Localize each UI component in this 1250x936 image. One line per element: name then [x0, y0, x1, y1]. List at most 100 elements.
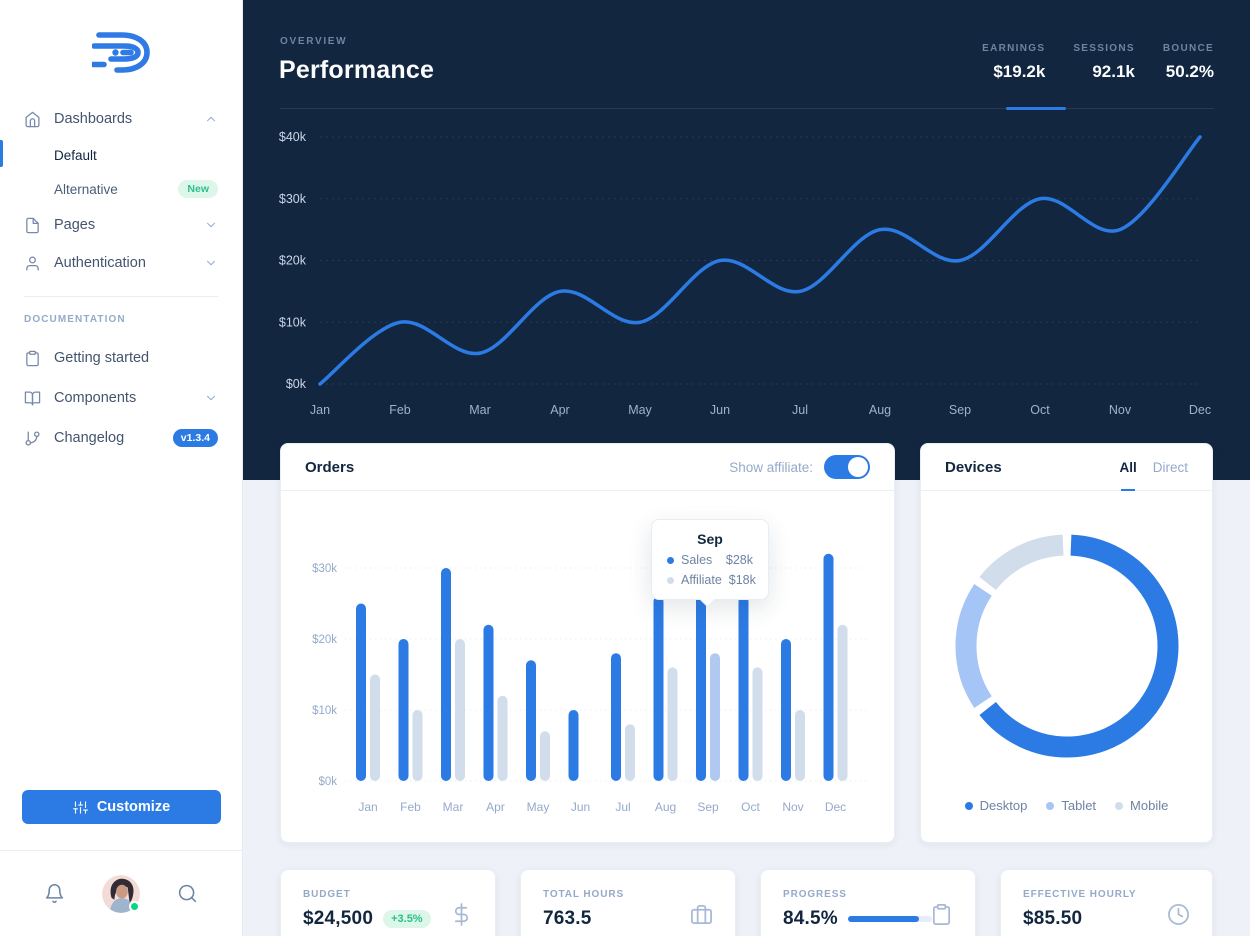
- sliders-icon: [72, 800, 88, 814]
- svg-text:Oct: Oct: [741, 800, 760, 814]
- chevron-down-icon: [206, 395, 216, 401]
- tab-direct[interactable]: Direct: [1152, 459, 1188, 475]
- affiliate-bar: [795, 710, 805, 781]
- legend-label: Mobile: [1130, 798, 1169, 813]
- stat-sessions[interactable]: SESSIONS 92.1k: [1073, 43, 1135, 82]
- svg-text:Sep: Sep: [697, 800, 719, 814]
- stat-bounce[interactable]: BOUNCE 50.2%: [1163, 43, 1214, 82]
- affiliate-toggle[interactable]: [824, 455, 870, 479]
- search-icon[interactable]: [177, 883, 198, 904]
- git-branch-icon: [25, 430, 40, 446]
- svg-text:Aug: Aug: [869, 403, 891, 417]
- effective-hourly-card: EFFECTIVE HOURLY $85.50: [1000, 869, 1213, 936]
- user-icon: [26, 255, 39, 271]
- svg-text:Feb: Feb: [400, 800, 421, 814]
- sidebar-divider: [24, 296, 218, 297]
- clock-icon: [1168, 904, 1189, 925]
- header-divider: [280, 108, 1214, 109]
- devices-title: Devices: [945, 458, 1002, 476]
- sales-dot-icon: [667, 556, 674, 564]
- legend-label: Desktop: [979, 798, 1028, 813]
- svg-text:Mar: Mar: [469, 403, 491, 417]
- stat-value: $19.2k: [993, 62, 1046, 81]
- tooltip-series-value: $18k: [728, 573, 756, 587]
- stat-earnings[interactable]: EARNINGS $19.2k: [982, 43, 1045, 82]
- app-logo-icon[interactable]: [92, 29, 150, 77]
- sidebar-item-label: Pages: [54, 217, 96, 233]
- budget-card: BUDGET $24,500 +3.5%: [280, 869, 496, 936]
- sidebar-item-components[interactable]: Components: [24, 378, 218, 418]
- tooltip-series-value: $28k: [725, 553, 753, 567]
- legend-label: Tablet: [1061, 798, 1097, 813]
- legend-item-mobile: Mobile: [1115, 798, 1168, 813]
- sidebar-item-changelog[interactable]: Changelog v1.3.4: [24, 418, 218, 458]
- online-status-dot: [129, 900, 140, 912]
- clipboard-icon: [932, 904, 951, 925]
- tooltip-row: Sales $28k: [652, 553, 768, 567]
- svg-text:Apr: Apr: [486, 800, 505, 814]
- total-hours-card: TOTAL HOURS 763.5: [520, 869, 736, 936]
- stat-value: 92.1k: [1092, 62, 1135, 81]
- affiliate-dot-icon: [667, 576, 674, 584]
- affiliate-bar: [540, 731, 550, 781]
- progress-bar-fill: [847, 916, 919, 922]
- overview-kicker: OVERVIEW: [280, 36, 348, 47]
- customize-button[interactable]: Customize: [22, 790, 221, 824]
- sidebar-nav: Dashboards Default Alternative New Pages…: [0, 100, 242, 282]
- sidebar: Dashboards Default Alternative New Pages…: [0, 0, 243, 936]
- sales-bar: [568, 710, 579, 781]
- devices-card-header: Devices All Direct: [921, 444, 1212, 491]
- sidebar-item-label: Changelog: [54, 430, 125, 446]
- tooltip-series-label: Sales: [681, 553, 713, 567]
- tab-all[interactable]: All: [1119, 444, 1137, 491]
- sidebar-subitem-label: Alternative: [54, 181, 118, 197]
- svg-text:$10k: $10k: [312, 705, 337, 717]
- documentation-heading: DOCUMENTATION: [24, 314, 126, 325]
- earnings-line-series: [318, 135, 1202, 386]
- kpi-label: EFFECTIVE HOURLY: [1023, 889, 1137, 900]
- svg-text:May: May: [628, 403, 652, 417]
- legend-item-tablet: Tablet: [1046, 798, 1096, 813]
- sidebar-docs-nav: Getting started Components Changelog v1.…: [0, 338, 242, 458]
- devices-tabs: All Direct: [1119, 444, 1188, 491]
- affiliate-bar: [497, 695, 508, 781]
- sidebar-item-authentication[interactable]: Authentication: [24, 244, 218, 282]
- svg-text:Oct: Oct: [1030, 403, 1050, 417]
- sidebar-item-label: Dashboards: [54, 111, 133, 127]
- sidebar-item-getting-started[interactable]: Getting started: [24, 338, 218, 378]
- dollar-icon: [454, 903, 469, 926]
- sidebar-item-label: Components: [54, 390, 137, 406]
- stat-label: BOUNCE: [1162, 43, 1214, 54]
- sidebar-subitem-alternative[interactable]: Alternative New: [24, 172, 218, 206]
- kpi-value: $85.50: [1023, 908, 1083, 929]
- svg-text:Apr: Apr: [550, 403, 569, 417]
- kpi-label: PROGRESS: [783, 889, 847, 900]
- sidebar-item-label: Getting started: [54, 350, 150, 366]
- svg-text:Jun: Jun: [571, 800, 590, 814]
- toggle-label: Show affiliate:: [729, 459, 813, 475]
- sidebar-item-dashboards[interactable]: Dashboards: [24, 100, 218, 138]
- briefcase-icon: [691, 905, 712, 924]
- devices-card: Devices All Direct Desktop Tablet Mobile: [920, 443, 1213, 843]
- overview-panel: OVERVIEW Performance EARNINGS $19.2k SES…: [243, 0, 1250, 480]
- book-open-icon: [24, 390, 41, 406]
- bell-icon[interactable]: [44, 883, 65, 904]
- sales-bar: [823, 553, 834, 781]
- devices-donut-chart[interactable]: [921, 491, 1212, 791]
- svg-text:Jan: Jan: [358, 800, 377, 814]
- sidebar-item-pages[interactable]: Pages: [24, 206, 218, 244]
- svg-text:$20k: $20k: [279, 254, 307, 268]
- svg-text:Jun: Jun: [710, 403, 730, 417]
- chart-tooltip: Sep Sales $28k Affiliate $18k: [651, 519, 769, 608]
- svg-text:Nov: Nov: [1109, 403, 1132, 417]
- show-affiliate-control: Show affiliate:: [729, 455, 870, 479]
- svg-text:$0k: $0k: [318, 776, 337, 788]
- orders-bar-chart[interactable]: $0k $10k $20k $30k Jan Feb Mar Apr May Jun Jul Aug S…: [281, 491, 894, 843]
- stat-label: SESSIONS: [1073, 43, 1135, 54]
- avatar[interactable]: [102, 874, 140, 913]
- sidebar-subitem-default[interactable]: Default: [24, 138, 218, 172]
- clipboard-icon: [26, 350, 39, 366]
- header-stats: EARNINGS $19.2k SESSIONS 92.1k BOUNCE 50…: [982, 43, 1214, 82]
- progress-bar: [847, 916, 932, 922]
- performance-line-chart[interactable]: $0k $10k $20k $30k $40k Jan Feb Mar Apr May Jun Jul…: [243, 110, 1250, 440]
